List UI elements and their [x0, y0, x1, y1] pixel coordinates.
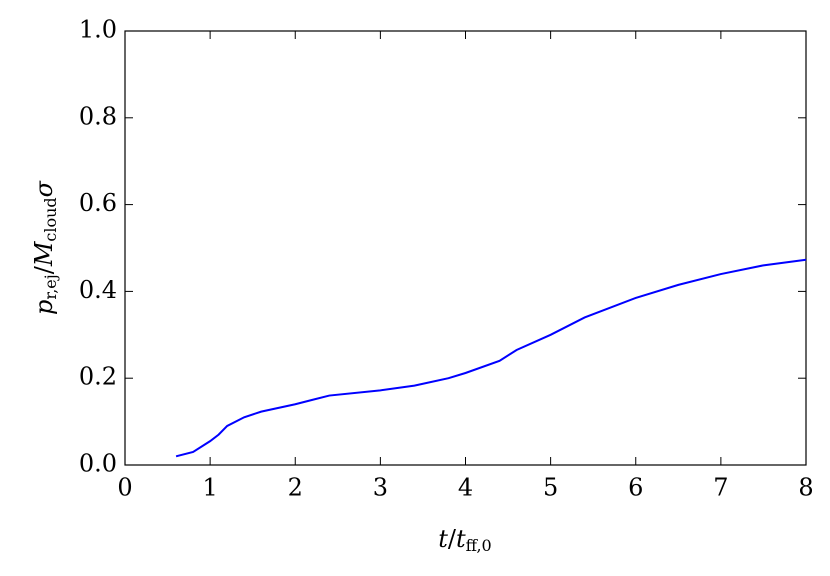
y-tick-label: 0.8 — [79, 102, 117, 130]
y-tick-label: 0.4 — [79, 276, 117, 304]
y-label-part: σ — [30, 180, 58, 197]
line — [175, 258, 807, 458]
x-tick-label: 2 — [288, 474, 303, 502]
plot-frame — [124, 30, 807, 466]
x-tick-label: 5 — [543, 474, 558, 502]
x-tick-label: 8 — [798, 474, 813, 502]
y-tick-label: 0.2 — [79, 363, 117, 391]
x-axis-label: t/tff,0 — [438, 525, 491, 555]
x-tick-label: 6 — [628, 474, 643, 502]
y-tick-label: 0.6 — [79, 189, 117, 217]
x-label-part: ff,0 — [466, 536, 492, 555]
x-label-part: t — [438, 525, 448, 553]
y-label-part: p — [30, 300, 58, 315]
x-tick-label: 4 — [458, 474, 473, 502]
y-label-part: r,ej — [41, 274, 60, 299]
y-label-part: / — [30, 265, 58, 274]
y-label-part: cloud — [41, 197, 60, 241]
y-label-part: M — [30, 240, 58, 267]
x-tick-label: 3 — [373, 474, 388, 502]
y-tick-label: 1.0 — [79, 16, 117, 44]
y-tick-label: 0.0 — [79, 450, 117, 478]
x-label-part: / — [448, 525, 457, 553]
x-tick-label: 1 — [202, 474, 217, 502]
x-tick-label: 7 — [713, 474, 728, 502]
x-label-part: t — [456, 525, 466, 553]
y-axis-label: pr,ej/Mcloudσ — [30, 180, 60, 315]
x-tick-label: 0 — [117, 474, 132, 502]
